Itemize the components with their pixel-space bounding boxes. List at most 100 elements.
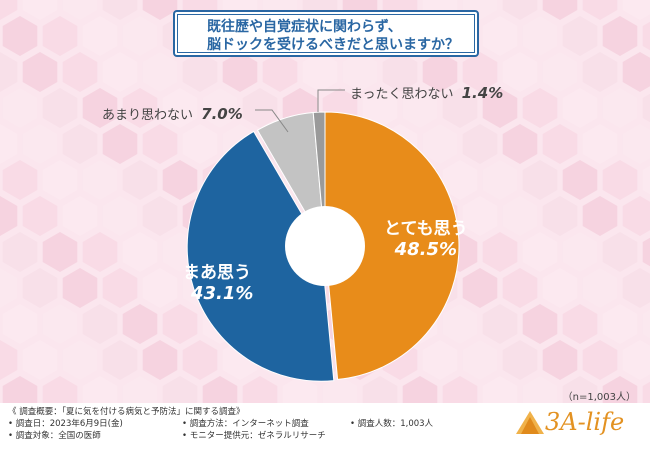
- background-hexagon: [82, 232, 118, 272]
- background-hexagon: [522, 16, 558, 56]
- background-hexagon: [102, 196, 138, 236]
- background-hexagon: [442, 304, 478, 344]
- background-hexagon: [462, 196, 498, 236]
- background-hexagon: [22, 0, 58, 20]
- background-hexagon: [42, 232, 78, 272]
- brand-logo: 3A-life: [515, 409, 624, 435]
- background-hexagon: [82, 304, 118, 344]
- leader-line-not-at-all: [317, 89, 345, 112]
- background-hexagon: [562, 16, 598, 56]
- logo-text: 3A-life: [545, 407, 625, 436]
- background-hexagon: [582, 340, 618, 380]
- background-hexagon: [0, 268, 18, 308]
- background-hexagon: [22, 124, 58, 164]
- background-hexagon: [0, 0, 18, 20]
- label-not-at-all-value: 1.4%: [461, 84, 504, 102]
- leader-line-not-much: [255, 109, 289, 133]
- background-hexagon: [0, 196, 18, 236]
- background-hexagon: [562, 232, 598, 272]
- background-hexagon: [562, 88, 598, 128]
- background-hexagon: [22, 268, 58, 308]
- label-somewhat-value: 43.1%: [191, 283, 254, 304]
- background-hexagon: [542, 124, 578, 164]
- background-hexagon: [162, 160, 198, 200]
- background-hexagon: [522, 160, 558, 200]
- background-hexagon: [602, 88, 638, 128]
- background-hexagon: [2, 88, 38, 128]
- background-hexagon: [442, 88, 478, 128]
- sample-size: （n=1,003人）: [562, 392, 636, 403]
- label-very-much-value: 48.5%: [394, 239, 458, 260]
- background-hexagon: [182, 340, 218, 380]
- background-hexagon: [2, 304, 38, 344]
- background-hexagon: [622, 52, 650, 92]
- background-hexagon: [602, 160, 638, 200]
- background-hexagon: [2, 232, 38, 272]
- background-hexagon: [102, 268, 138, 308]
- label-not-much-value: 7.0%: [201, 105, 243, 123]
- slice-very-much: [324, 111, 460, 380]
- background-hexagon: [182, 52, 218, 92]
- background-hexagon: [642, 93, 650, 123]
- background-hexagon: [22, 340, 58, 380]
- background-hexagon: [482, 160, 518, 200]
- background-hexagon: [102, 52, 138, 92]
- background-hexagon: [542, 268, 578, 308]
- background-hexagon: [602, 232, 638, 272]
- background-hexagon: [122, 160, 158, 200]
- background-hexagon: [622, 196, 650, 236]
- label-not-at-all: まったく思わない 1.4%: [350, 83, 503, 102]
- background-hexagon: [442, 160, 478, 200]
- background-hexagon: [262, 52, 298, 92]
- background-hexagon: [462, 340, 498, 380]
- background-hexagon: [0, 340, 18, 380]
- background-hexagon: [122, 88, 158, 128]
- label-not-much: あまり思わない 7.0%: [102, 104, 243, 123]
- donut-hole: [285, 206, 365, 286]
- background-hexagon: [122, 16, 158, 56]
- survey-date: • 調査日：2023年6月9日(金): [8, 419, 123, 429]
- background-hexagon: [422, 340, 458, 380]
- background-hexagon: [202, 88, 238, 128]
- background-hexagon: [102, 0, 138, 20]
- background-hexagon: [502, 340, 538, 380]
- background-hexagon: [502, 0, 538, 20]
- label-somewhat: まあ思う 43.1%: [183, 258, 253, 304]
- background-hexagon: [502, 268, 538, 308]
- background-hexagon: [2, 16, 38, 56]
- background-hexagon: [602, 304, 638, 344]
- label-very-much: とても思う 48.5%: [384, 214, 468, 260]
- background-hexagon: [642, 21, 650, 51]
- background-hexagon: [142, 340, 178, 380]
- background-hexagon: [122, 304, 158, 344]
- background-hexagon: [602, 16, 638, 56]
- background-hexagon: [42, 16, 78, 56]
- background-hexagon: [622, 340, 650, 380]
- background-hexagon: [42, 160, 78, 200]
- background-hexagon: [162, 304, 198, 344]
- background-hexagon: [502, 52, 538, 92]
- background-hexagon: [542, 340, 578, 380]
- background-hexagon: [462, 124, 498, 164]
- background-hexagon: [62, 268, 98, 308]
- background-hexagon: [0, 52, 18, 92]
- background-hexagon: [482, 88, 518, 128]
- label-somewhat-name: まあ思う: [183, 263, 251, 283]
- background-hexagon: [302, 52, 338, 92]
- background-hexagon: [62, 196, 98, 236]
- background-hexagon: [142, 196, 178, 236]
- background-hexagon: [522, 304, 558, 344]
- background-hexagon: [642, 165, 650, 195]
- background-hexagon: [42, 88, 78, 128]
- background-hexagon: [582, 196, 618, 236]
- background-hexagon: [242, 88, 278, 128]
- background-hexagon: [622, 268, 650, 308]
- background-hexagon: [502, 196, 538, 236]
- background-hexagon: [0, 124, 18, 164]
- survey-method: • 調査方法：インターネット調査: [182, 419, 309, 429]
- background-hexagon: [362, 88, 398, 128]
- background-hexagon: [462, 268, 498, 308]
- background-hexagon: [582, 0, 618, 20]
- background-hexagon: [62, 340, 98, 380]
- background-hexagon: [122, 232, 158, 272]
